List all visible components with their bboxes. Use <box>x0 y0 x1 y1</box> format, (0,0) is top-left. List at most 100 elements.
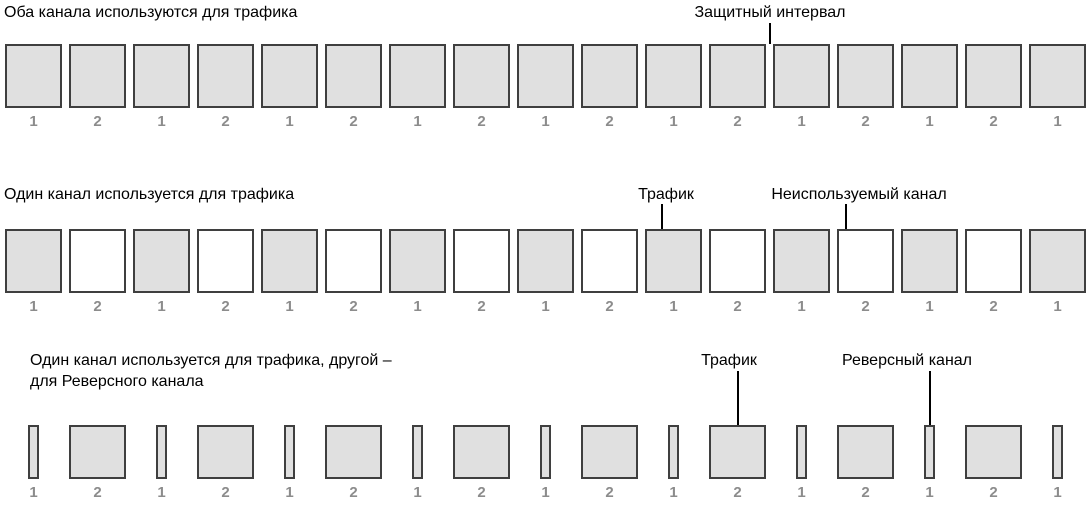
channel-number: 2 <box>733 113 742 130</box>
channel-number: 1 <box>925 113 934 130</box>
channel-number: 1 <box>925 298 934 315</box>
channel-slot: 1 <box>901 44 958 130</box>
channel-number: 2 <box>93 484 102 501</box>
channel-slot: 2 <box>325 229 382 315</box>
channel-number: 2 <box>605 113 614 130</box>
channel-number: 2 <box>605 298 614 315</box>
callout-label: Трафик <box>701 352 757 369</box>
channel-box-white <box>837 229 894 293</box>
channel-number: 2 <box>989 484 998 501</box>
channel-number: 2 <box>733 298 742 315</box>
channel-number: 2 <box>733 484 742 501</box>
channel-slot: 1 <box>261 425 318 501</box>
channel-box-wide <box>837 425 894 479</box>
channel-number: 1 <box>413 113 422 130</box>
callout-pointer-line <box>845 204 847 229</box>
channel-strip-one-traffic: 1 2 1 2 1 2 1 2 1 2 1 2 1 2 1 2 1 <box>5 229 1086 315</box>
channel-box-gray <box>645 44 702 108</box>
channel-slot: 2 <box>325 44 382 130</box>
channel-box-gray <box>261 229 318 293</box>
channel-slot: 2 <box>325 425 382 501</box>
channel-number: 2 <box>605 484 614 501</box>
channel-slot: 1 <box>389 44 446 130</box>
channel-number: 1 <box>285 298 294 315</box>
channel-slot: 1 <box>517 229 574 315</box>
channel-number: 1 <box>413 298 422 315</box>
channel-slot: 2 <box>197 229 254 315</box>
channel-number: 2 <box>861 298 870 315</box>
channel-box-gray <box>1029 44 1086 108</box>
channel-number: 1 <box>157 113 166 130</box>
channel-box-gray <box>69 44 126 108</box>
channel-box-narrow <box>668 425 679 479</box>
channel-box-gray <box>261 44 318 108</box>
channel-box-gray <box>773 229 830 293</box>
channel-box-narrow <box>1052 425 1063 479</box>
channel-box-gray <box>517 44 574 108</box>
channel-slot: 2 <box>69 229 126 315</box>
channel-number: 1 <box>541 113 550 130</box>
channel-box-gray <box>709 44 766 108</box>
channel-number: 2 <box>989 113 998 130</box>
channel-slot: 1 <box>5 425 62 501</box>
channel-slot: 1 <box>517 44 574 130</box>
channel-number: 2 <box>861 484 870 501</box>
channel-number: 1 <box>925 484 934 501</box>
channel-number: 1 <box>285 484 294 501</box>
channel-slot: 1 <box>773 44 830 130</box>
channel-number: 1 <box>541 298 550 315</box>
channel-box-wide <box>453 425 510 479</box>
channel-box-gray <box>773 44 830 108</box>
row-title-both-channels: Оба канала используются для трафика <box>4 4 298 21</box>
channel-number: 2 <box>989 298 998 315</box>
channel-box-wide <box>69 425 126 479</box>
channel-number: 2 <box>93 298 102 315</box>
channel-slot: 2 <box>453 44 510 130</box>
channel-slot: 1 <box>389 425 446 501</box>
channel-slot: 1 <box>133 425 190 501</box>
channel-slot: 2 <box>965 44 1022 130</box>
channel-number: 1 <box>29 113 38 130</box>
callout-pointer-line <box>661 204 663 229</box>
channel-box-white <box>325 229 382 293</box>
channel-slot: 2 <box>197 425 254 501</box>
channel-number: 1 <box>1053 113 1062 130</box>
channel-number: 1 <box>669 484 678 501</box>
channel-box-white <box>69 229 126 293</box>
channel-box-gray <box>645 229 702 293</box>
channel-number: 2 <box>349 113 358 130</box>
channel-number: 2 <box>861 113 870 130</box>
channel-box-narrow <box>540 425 551 479</box>
channel-number: 2 <box>221 113 230 130</box>
channel-box-gray <box>453 44 510 108</box>
channel-slot: 2 <box>709 425 766 501</box>
callout-pointer-line <box>737 371 739 425</box>
channel-box-gray <box>325 44 382 108</box>
channel-box-gray <box>1029 229 1086 293</box>
channel-number: 1 <box>29 484 38 501</box>
channel-slot: 2 <box>837 425 894 501</box>
channel-slot: 2 <box>453 229 510 315</box>
channel-box-gray <box>389 229 446 293</box>
channel-box-narrow <box>796 425 807 479</box>
channel-slot: 1 <box>901 229 958 315</box>
channel-strip-both: 1 2 1 2 1 2 1 2 1 2 1 2 1 2 1 2 1 <box>5 44 1086 130</box>
channel-box-wide <box>197 425 254 479</box>
channel-number: 1 <box>157 298 166 315</box>
channel-number: 1 <box>157 484 166 501</box>
channel-slot: 1 <box>645 425 702 501</box>
channel-number: 1 <box>1053 484 1062 501</box>
channel-slot: 2 <box>709 229 766 315</box>
channel-slot: 1 <box>773 229 830 315</box>
channel-number: 1 <box>541 484 550 501</box>
channel-box-white <box>581 229 638 293</box>
channel-box-wide <box>965 425 1022 479</box>
channel-box-gray <box>5 44 62 108</box>
channel-slot: 2 <box>837 44 894 130</box>
channel-slot: 1 <box>133 229 190 315</box>
channel-box-narrow <box>28 425 39 479</box>
channel-number: 2 <box>477 298 486 315</box>
channel-slot: 2 <box>197 44 254 130</box>
channel-slot: 1 <box>133 44 190 130</box>
